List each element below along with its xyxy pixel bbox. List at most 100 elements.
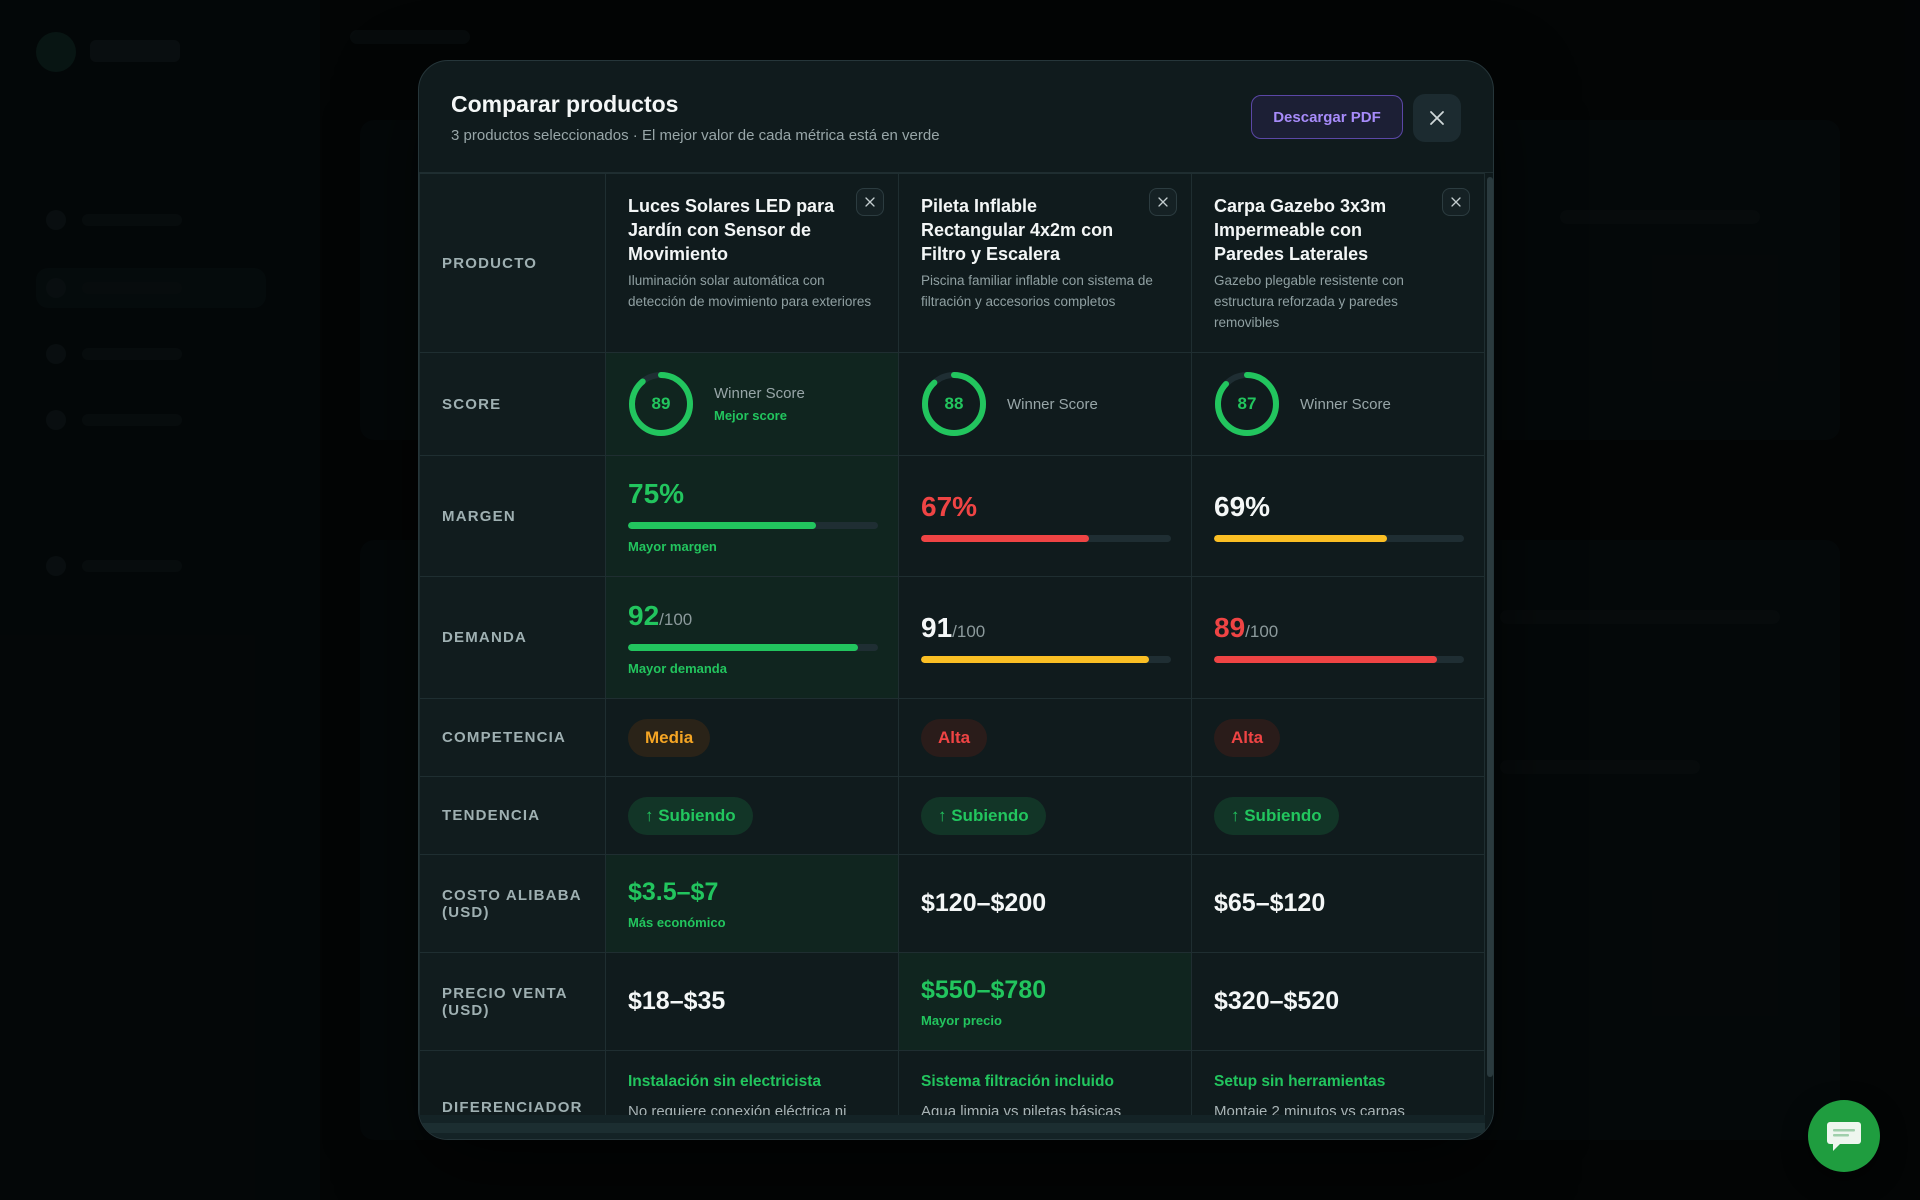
row-label: PRECIO VENTA (USD) [419, 952, 606, 1051]
differentiator-cell: Sistema filtración incluido Agua limpia … [898, 1050, 1192, 1115]
competition-row: COMPETENCIA Media Alta Alta [419, 698, 1485, 777]
horizontal-scrollbar-thumb[interactable] [419, 1123, 1485, 1133]
row-label: DIFERENCIADOR [419, 1050, 606, 1115]
remove-product-button[interactable] [1149, 188, 1177, 216]
differentiator-description: Montaje 2 minutos vs carpas [1214, 1103, 1405, 1115]
price-cell: $18–$35 [605, 952, 899, 1051]
cost-cell: $3.5–$7 Más económico [605, 854, 899, 953]
cost-value: $3.5–$7 [628, 877, 719, 906]
margin-row: MARGEN 75% Mayor margen 67% 69% [419, 455, 1485, 577]
close-icon [865, 197, 875, 207]
row-label: SCORE [419, 352, 606, 456]
competition-badge: Alta [921, 718, 988, 757]
download-pdf-button[interactable]: Descargar PDF [1251, 95, 1403, 139]
chat-bubble-icon [1827, 1122, 1861, 1151]
cost-cell: $65–$120 [1191, 854, 1485, 953]
score-value: 88 [944, 394, 964, 413]
product-description: Piscina familiar inflable con sistema de… [921, 273, 1153, 309]
row-label: PRODUCTO [419, 173, 606, 353]
close-icon [1158, 197, 1168, 207]
score-cell: 87 Winner Score [1191, 352, 1485, 456]
price-cell: $320–$520 [1191, 952, 1485, 1051]
comparison-table: PRODUCTO Luces Solares LED para Jardín c… [419, 173, 1485, 1115]
best-margin-note: Mayor margen [628, 539, 717, 554]
margin-bar [921, 534, 1171, 542]
remove-product-button[interactable] [856, 188, 884, 216]
score-row: SCORE 89 Winner Score Mejor score [419, 352, 1485, 456]
competition-cell: Alta [1191, 698, 1485, 777]
cost-value: $65–$120 [1214, 889, 1326, 917]
differentiator-row: DIFERENCIADOR Instalación sin electricis… [419, 1050, 1485, 1115]
competition-cell: Media [605, 698, 899, 777]
score-label: Winner Score [714, 385, 805, 402]
product-name: Pileta Inflable Rectangular 4x2m con Fil… [921, 196, 1114, 264]
score-value: 89 [651, 394, 671, 413]
demand-cell: 91/100 [898, 576, 1192, 699]
score-label: Winner Score [1300, 395, 1391, 413]
score-cell: 89 Winner Score Mejor score [605, 352, 899, 456]
product-name: Luces Solares LED para Jardín con Sensor… [628, 196, 835, 264]
trend-badge: ↑ Subiendo [1214, 796, 1339, 835]
chat-button[interactable] [1808, 1100, 1880, 1172]
price-row: PRECIO VENTA (USD) $18–$35 $550–$780 May… [419, 952, 1485, 1051]
trend-badge: ↑ Subiendo [921, 796, 1046, 835]
demand-value: 92/100 [628, 599, 693, 631]
best-demand-note: Mayor demanda [628, 660, 727, 676]
cost-cell: $120–$200 [898, 854, 1192, 953]
highest-price-note: Mayor precio [921, 1012, 1002, 1028]
competition-cell: Alta [898, 698, 1192, 777]
differentiator-description: Agua limpia vs piletas básicas [921, 1103, 1122, 1115]
differentiator-cell: Setup sin herramientas Montaje 2 minutos… [1191, 1050, 1485, 1115]
demand-cell: 92/100 Mayor demanda [605, 576, 899, 699]
product-name: Carpa Gazebo 3x3m Impermeable con Parede… [1214, 196, 1387, 264]
best-score-note: Mejor score [714, 408, 787, 423]
product-cell: Luces Solares LED para Jardín con Sensor… [605, 173, 899, 353]
demand-value: 89/100 [1214, 612, 1279, 643]
differentiator-cell: Instalación sin electricista No requiere… [605, 1050, 899, 1115]
score-cell: 88 Winner Score [898, 352, 1192, 456]
product-description: Iluminación solar automática con detecci… [628, 273, 872, 309]
differentiator-title: Sistema filtración incluido [921, 1073, 1114, 1090]
demand-row: DEMANDA 92/100 Mayor demanda 91/100 89/1… [419, 576, 1485, 699]
margin-cell: 67% [898, 455, 1192, 577]
cost-row: COSTO ALIBABA (USD) $3.5–$7 Más económic… [419, 854, 1485, 953]
price-value: $18–$35 [628, 987, 726, 1015]
margin-value: 67% [921, 490, 978, 522]
margin-bar [628, 522, 878, 529]
trend-cell: ↑ Subiendo [605, 776, 899, 855]
demand-bar [628, 643, 878, 651]
score-ring: 89 [628, 371, 694, 437]
row-label: DEMANDA [419, 576, 606, 699]
demand-bar [921, 656, 1171, 663]
product-cell: Carpa Gazebo 3x3m Impermeable con Parede… [1191, 173, 1485, 353]
margin-cell: 75% Mayor margen [605, 455, 899, 577]
competition-badge: Media [628, 718, 711, 757]
vertical-scrollbar-thumb[interactable] [1487, 177, 1493, 1077]
modal-header: Comparar productos 3 productos seleccion… [419, 61, 1493, 173]
close-icon [1451, 197, 1461, 207]
differentiator-title: Instalación sin electricista [628, 1073, 821, 1090]
trend-cell: ↑ Subiendo [1191, 776, 1485, 855]
product-row: PRODUCTO Luces Solares LED para Jardín c… [419, 173, 1485, 353]
remove-product-button[interactable] [1442, 188, 1470, 216]
score-ring: 87 [1214, 371, 1280, 437]
margin-value: 69% [1214, 490, 1271, 522]
score-value: 87 [1237, 394, 1257, 413]
margin-value: 75% [628, 478, 685, 509]
differentiator-description: No requiere conexión eléctrica ni [628, 1103, 847, 1115]
score-ring: 88 [921, 371, 987, 437]
row-label: COSTO ALIBABA (USD) [419, 854, 606, 953]
cheapest-note: Más económico [628, 914, 726, 930]
close-icon [1430, 111, 1444, 125]
demand-value: 91/100 [921, 612, 986, 643]
margin-bar [1214, 534, 1464, 542]
price-value: $320–$520 [1214, 987, 1340, 1015]
product-cell: Pileta Inflable Rectangular 4x2m con Fil… [898, 173, 1192, 353]
comparison-table-container[interactable]: PRODUCTO Luces Solares LED para Jardín c… [419, 173, 1485, 1115]
row-label: TENDENCIA [419, 776, 606, 855]
margin-cell: 69% [1191, 455, 1485, 577]
cost-value: $120–$200 [921, 889, 1047, 917]
price-cell: $550–$780 Mayor precio [898, 952, 1192, 1051]
row-label: COMPETENCIA [419, 698, 606, 777]
close-modal-button[interactable] [1413, 94, 1461, 142]
